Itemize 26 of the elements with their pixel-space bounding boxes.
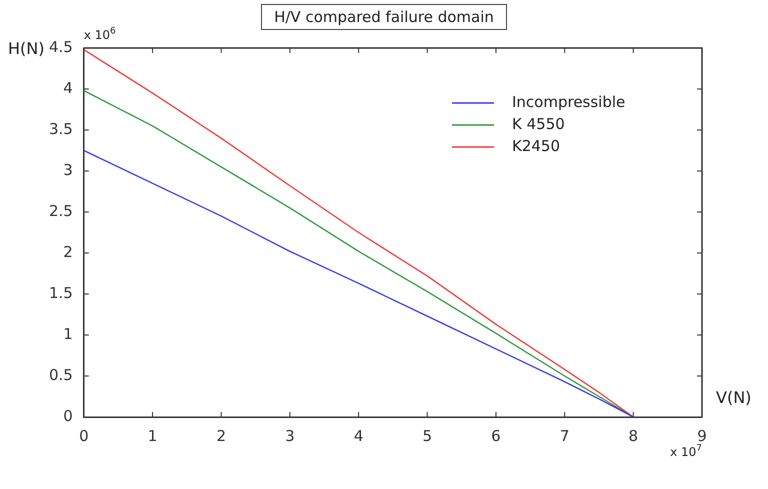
x-tick-label: 0 bbox=[79, 426, 89, 445]
y-tick-label: 4 bbox=[63, 78, 73, 97]
y-tick-label: 3 bbox=[63, 160, 73, 179]
y-tick-label: 4.5 bbox=[48, 38, 73, 56]
y-tick-label: 1 bbox=[63, 324, 73, 343]
x-tick-label: 9 bbox=[697, 426, 707, 445]
y-tick-label: 2.5 bbox=[48, 202, 73, 220]
y-tick-label: 3.5 bbox=[48, 120, 73, 138]
y-tick-label: 1.5 bbox=[48, 284, 73, 302]
x-tick-label: 5 bbox=[422, 426, 432, 445]
x-tick-label: 8 bbox=[628, 426, 638, 445]
x-tick-label: 2 bbox=[216, 426, 226, 445]
x-tick-label: 1 bbox=[148, 426, 158, 445]
x-tick-label: 6 bbox=[491, 426, 501, 445]
legend-label: K 4550 bbox=[512, 114, 565, 133]
legend-label: Incompressible bbox=[512, 92, 626, 111]
x-axis-title: V(N) bbox=[716, 388, 752, 408]
x-tick-label: 3 bbox=[285, 426, 295, 445]
y-axis-title: H(N) bbox=[8, 39, 44, 58]
legend-label: K2450 bbox=[512, 136, 560, 155]
y-tick-label: 0.5 bbox=[48, 366, 73, 384]
x-tick-label: 7 bbox=[560, 426, 570, 445]
y-tick-label: 0 bbox=[63, 406, 73, 425]
y-tick-label: 2 bbox=[63, 242, 73, 261]
chart-title: H/V compared failure domain bbox=[261, 4, 507, 30]
x-tick-label: 4 bbox=[354, 426, 364, 445]
